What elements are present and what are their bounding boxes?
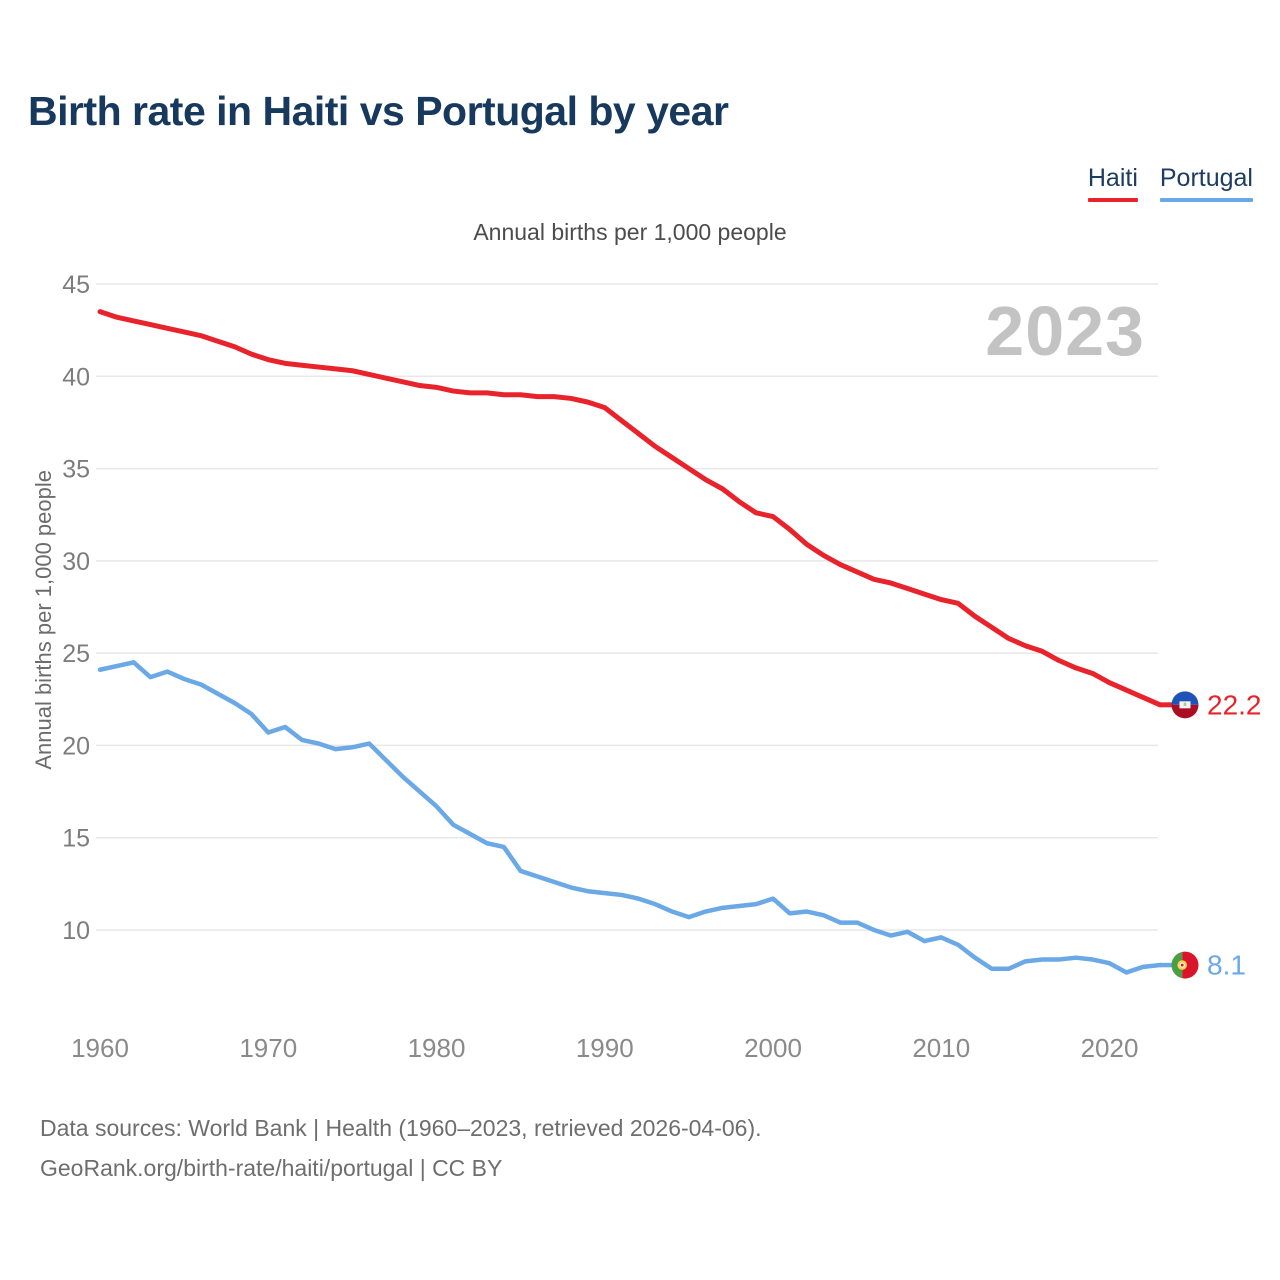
portugal-flag-emblem-dot	[1180, 963, 1184, 967]
haiti-flag-icon	[1171, 691, 1199, 719]
portugal-flag-icon	[1171, 951, 1199, 979]
series-line-haiti[interactable]	[97, 309, 1163, 708]
haiti-flag-red-band	[1171, 704, 1199, 719]
x-tick-label-2010: 2010	[912, 1033, 970, 1063]
legend-item-haiti[interactable]: Haiti	[1087, 164, 1138, 202]
end-value-label-portugal: 8.1	[1207, 950, 1246, 981]
x-tick-label-1960: 1960	[71, 1033, 129, 1063]
y-tick-label-25: 25	[62, 640, 90, 668]
legend-swatch-portugal	[1159, 197, 1253, 202]
x-tick-label-2020: 2020	[1081, 1033, 1139, 1063]
footer-attribution-line: GeoRank.org/birth-rate/haiti/portugal | …	[40, 1155, 503, 1181]
y-tick-label-20: 20	[62, 732, 90, 760]
y-tick-label-30: 30	[62, 548, 90, 576]
watermark-year: 2023	[985, 292, 1145, 370]
legend-label-haiti: Haiti	[1087, 164, 1138, 192]
legend-item-portugal[interactable]: Portugal	[1159, 164, 1253, 202]
haiti-flag-coat-detail	[1183, 702, 1187, 707]
end-value-label-haiti: 22.2	[1207, 689, 1262, 720]
y-tick-label-35: 35	[62, 456, 90, 484]
y-tick-label-15: 15	[62, 825, 90, 853]
x-tick-label-2000: 2000	[744, 1033, 802, 1063]
x-tick-label-1970: 1970	[239, 1033, 297, 1063]
legend: Haiti Portugal	[1087, 164, 1253, 202]
page-title: Birth rate in Haiti vs Portugal by year	[28, 88, 729, 134]
footer-sources-line: Data sources: World Bank | Health (1960–…	[40, 1115, 762, 1141]
y-tick-label-10: 10	[62, 917, 90, 945]
haiti-flag-blue-band	[1171, 691, 1199, 705]
chart-subtitle: Annual births per 1,000 people	[473, 219, 787, 245]
x-tick-label-1990: 1990	[576, 1033, 634, 1063]
portugal-flag-red-band	[1182, 951, 1199, 979]
portugal-flag-green-band	[1171, 951, 1183, 979]
y-tick-label-45: 45	[62, 271, 90, 299]
x-tick-label-1980: 1980	[408, 1033, 466, 1063]
chart-footer: Data sources: World Bank | Health (1960–…	[40, 1108, 1140, 1188]
series-line-portugal[interactable]	[97, 660, 1163, 975]
legend-label-portugal: Portugal	[1159, 164, 1253, 192]
y-tick-label-40: 40	[62, 363, 90, 391]
legend-swatch-haiti	[1087, 197, 1138, 202]
